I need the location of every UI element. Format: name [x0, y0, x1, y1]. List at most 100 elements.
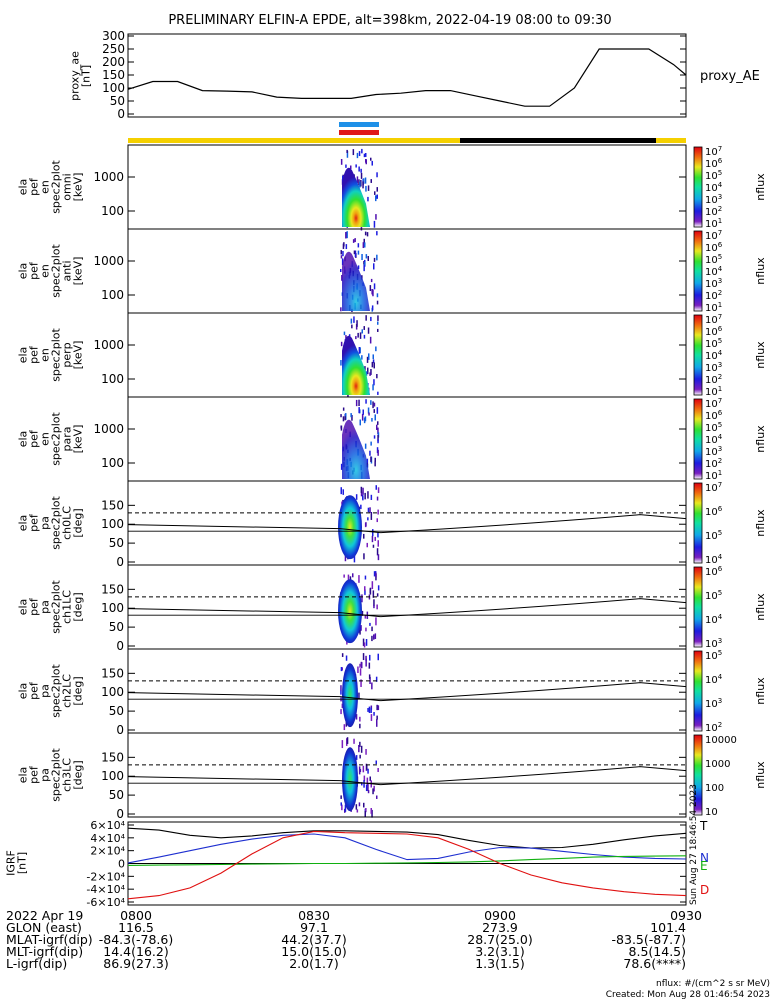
colorbar-tick-label: 106 [705, 241, 723, 254]
spec-speckle [376, 172, 378, 178]
pa-speckle [369, 676, 371, 685]
spec-speckle [367, 185, 370, 191]
pa_ch3-ylabel-line-2: pa [39, 768, 52, 782]
spec-speckle [340, 341, 343, 347]
pa-speckle [364, 575, 367, 580]
pa-speckle [375, 760, 377, 765]
pa-speckle [377, 585, 380, 591]
en_spec_anti-panel: 1001000elapefenspec2plotanti[keV]1011021… [17, 228, 767, 314]
spec-speckle [365, 159, 367, 163]
ytick-label: 150 [101, 666, 124, 680]
en_spec_omni-panel: 1001000elapefenspec2plotomni[keV]1011021… [17, 144, 767, 231]
en_spec_anti-ylabel-line-5: [keV] [72, 257, 85, 286]
spec-speckle [376, 254, 378, 261]
colorbar-tick-label: 105 [705, 337, 722, 350]
colorbar-tick-label: 107 [705, 313, 722, 326]
spec-speckle [373, 379, 375, 386]
igrf-label-n: N [700, 851, 709, 865]
pa-speckle [376, 704, 378, 711]
spec-speckle [372, 354, 374, 360]
pa-speckle [360, 491, 363, 497]
igrf-ylabel-line-0: IGRF [5, 850, 18, 876]
pa_ch0-colorbar-label: nflux [754, 509, 767, 537]
spec-speckle [363, 334, 366, 339]
en_spec_para-colorbar-label: nflux [754, 425, 767, 453]
blue-bar [339, 122, 379, 127]
pa-speckle [373, 785, 375, 792]
orbit-row-label: GLON (east) [6, 920, 82, 935]
pa-speckle [373, 571, 376, 577]
pa-speckle [377, 532, 379, 538]
pa-speckle [369, 588, 371, 594]
time-tick-0800: 0800 [120, 908, 152, 923]
igrf-line-N [127, 833, 687, 864]
en_spec_para-ylabel-line-2: en [39, 432, 52, 446]
ytick-label: 50 [109, 620, 124, 634]
spec-speckle [361, 355, 363, 360]
spec-speckle [361, 254, 363, 261]
pa-speckle [377, 768, 379, 772]
spec-speckle [363, 326, 365, 330]
pa-speckle [347, 574, 350, 581]
pa_ch2-frame [127, 648, 687, 734]
pa_ch1-colorbar [693, 566, 703, 648]
spec-speckle [377, 421, 379, 425]
pa-speckle [341, 804, 343, 811]
orbit-row-value: 3.2(3.1) [475, 944, 525, 959]
spec-speckle [376, 300, 379, 305]
pa-speckle [362, 487, 364, 495]
en_spec_anti-ylabel-line-1: pef [28, 261, 41, 280]
spec-speckle [367, 367, 369, 375]
pa-speckle [362, 638, 365, 646]
pa-speckle [371, 682, 373, 690]
pa-speckle [377, 705, 380, 711]
ytick-label: 1000 [93, 170, 124, 184]
spec-speckle [341, 275, 343, 281]
pa-speckle [361, 610, 364, 616]
ytick-label: 100 [101, 204, 124, 218]
pa-speckle [355, 494, 358, 500]
pa-speckle [369, 776, 371, 781]
spec-speckle [342, 243, 345, 249]
footer-units: nflux: #/(cm^2 s sr MeV) [656, 979, 770, 989]
colorbar-tick-label: 101 [705, 469, 722, 482]
spec-flux-region [342, 251, 370, 311]
pa-speckle [363, 533, 365, 539]
ytick-label: 150 [101, 582, 124, 596]
spec-speckle [361, 329, 363, 334]
spec-speckle [361, 413, 364, 421]
spec-speckle [364, 231, 367, 236]
ytick-label: 100 [101, 288, 124, 302]
pa-speckle [367, 491, 369, 499]
spec-speckle [372, 359, 375, 364]
spec-speckle [374, 414, 376, 421]
pa_ch2-ylabel-line-3: spec2plot [50, 664, 63, 718]
pa-speckle [341, 703, 344, 709]
pa-speckle [355, 804, 358, 810]
orbit-row-value: 14.4(16.2) [103, 944, 168, 959]
igrf-ytick-label: 6×10⁴ [90, 819, 125, 832]
igrf-ytick-label: 0 [118, 858, 125, 871]
colorbar-tick-label: 104 [705, 349, 723, 362]
igrf-label-e: E [700, 859, 708, 873]
pa_ch2-ylabel-line-2: pa [39, 684, 52, 698]
colorbar-tick-label: 105 [705, 529, 722, 542]
pa-speckle [370, 512, 373, 520]
en_spec_omni-ylabel-line-1: pef [28, 177, 41, 196]
pa-speckle [376, 496, 379, 501]
pa-speckle [340, 709, 342, 715]
spec-speckle [356, 320, 358, 327]
pa_ch3-ylabel-line-0: ela [17, 767, 30, 784]
pa-speckle [365, 627, 367, 632]
spec-speckle [377, 391, 379, 395]
pa_ch0-ylabel-line-5: [deg] [72, 508, 85, 537]
spec-speckle [376, 293, 379, 298]
ytick-label: 100 [101, 601, 124, 615]
orbit-row-value: 1.3(1.5) [475, 956, 525, 971]
spec-speckle [346, 150, 349, 158]
pa-speckle [360, 745, 363, 753]
pa-speckle [377, 487, 380, 493]
pa_ch3-ylabel-line-5: [deg] [72, 760, 85, 789]
